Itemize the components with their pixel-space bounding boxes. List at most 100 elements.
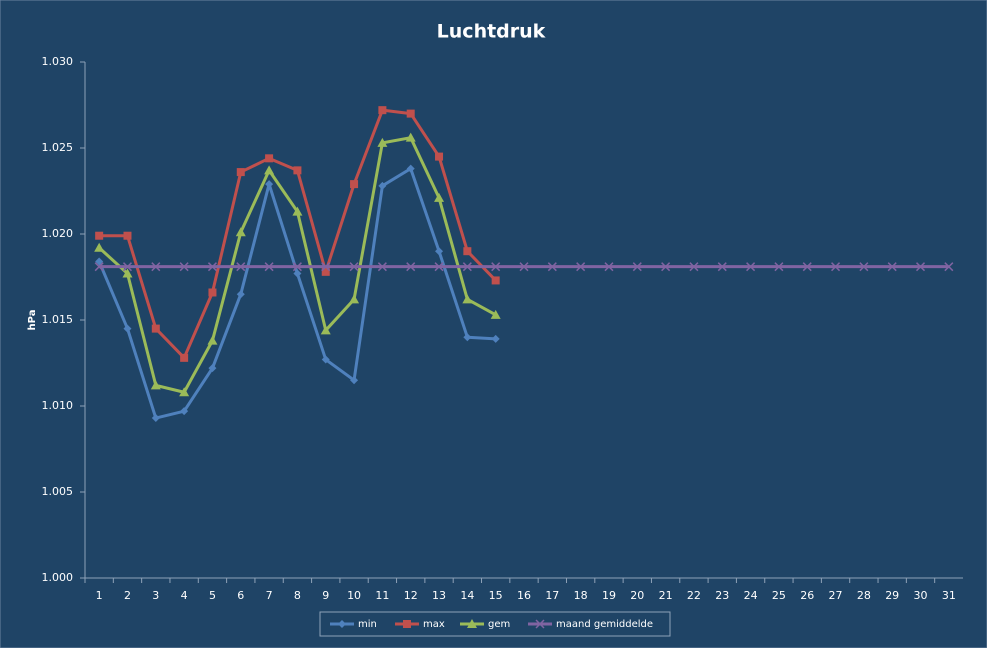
y-tick-label: 1.025 [42,141,74,154]
data-point [378,181,387,190]
data-point [377,137,388,147]
data-point [179,387,190,397]
data-point [349,262,359,272]
x-tick-label: 25 [772,589,786,602]
data-point [123,324,132,333]
data-point [235,227,246,237]
data-point [150,380,161,390]
data-point [293,269,302,278]
data-point [320,325,331,335]
x-tick-label: 11 [375,589,389,602]
x-tick-label: 8 [294,589,301,602]
x-tick-label: 10 [347,589,361,602]
data-point [377,262,387,272]
data-point [264,165,275,175]
data-point [236,262,246,272]
data-point [236,290,245,299]
data-point [151,324,160,333]
data-point [95,231,104,240]
x-tick-label: 5 [209,589,216,602]
data-point [406,262,416,272]
data-point [293,166,302,175]
data-point [802,262,812,272]
data-point [95,257,104,266]
data-point [264,262,274,272]
x-tick-label: 4 [181,589,188,602]
y-tick-label: 1.015 [42,313,74,326]
data-point [405,132,416,142]
legend [319,611,671,637]
x-tick-label: 14 [460,589,474,602]
x-tick-label: 20 [630,589,644,602]
x-tick-label: 18 [574,589,588,602]
x-tick-label: 26 [800,589,814,602]
x-tick-label: 31 [942,589,956,602]
data-point [406,164,415,173]
data-point [632,262,642,272]
x-tick-label: 9 [322,589,329,602]
x-tick-label: 13 [432,589,446,602]
y-tick-label: 1.005 [42,485,74,498]
data-point [292,206,303,216]
y-tick-label: 1.000 [42,571,74,584]
data-point [491,262,501,272]
data-point [208,364,217,373]
x-tick-label: 3 [152,589,159,602]
data-point [94,262,104,272]
data-point [123,231,132,240]
x-tick-label: 30 [914,589,928,602]
chart-title: Luchtdruk [437,21,546,43]
data-point [717,262,727,272]
data-point [462,294,473,304]
x-tick-label: 6 [237,589,244,602]
y-tick-label: 1.020 [42,227,74,240]
data-point [774,262,784,272]
x-tick-label: 15 [489,589,503,602]
data-point [406,109,415,118]
data-point [462,262,472,272]
data-point [547,262,557,272]
data-point [350,180,359,189]
legend-label: max [423,619,445,630]
legend-marker [338,620,346,628]
x-tick-label: 19 [602,589,616,602]
data-point [434,192,445,202]
y-tick-label: 1.030 [42,55,74,68]
legend-marker [535,619,545,629]
data-point [321,355,330,364]
data-point [859,262,869,272]
x-tick-label: 29 [885,589,899,602]
data-point [519,262,529,272]
x-tick-label: 27 [829,589,843,602]
data-point [207,335,218,345]
data-point [915,262,926,272]
data-point [463,333,472,342]
data-point [831,262,841,272]
x-tick-label: 16 [517,589,531,602]
x-tick-label: 7 [266,589,273,602]
data-point [321,262,331,272]
x-tick-label: 1 [96,589,103,602]
data-point [207,262,217,272]
y-axis-label: hPa [27,310,38,331]
data-point [122,268,133,278]
x-tick-label: 28 [857,589,871,602]
data-point [236,168,245,177]
x-tick-label: 23 [715,589,729,602]
data-point [151,414,160,423]
x-tick-label: 17 [545,589,559,602]
data-point [180,353,189,362]
legend-marker [403,620,411,628]
data-point [208,288,217,297]
data-point [292,262,302,272]
data-point [887,262,897,272]
data-point [122,262,133,272]
y-tick-label: 1.010 [42,399,74,412]
data-point [321,267,330,276]
legend-marker [467,619,477,628]
legend-label: gem [488,619,510,630]
x-tick-label: 12 [404,589,418,602]
x-tick-label: 2 [124,589,131,602]
data-point [378,106,387,115]
data-point [604,262,614,272]
